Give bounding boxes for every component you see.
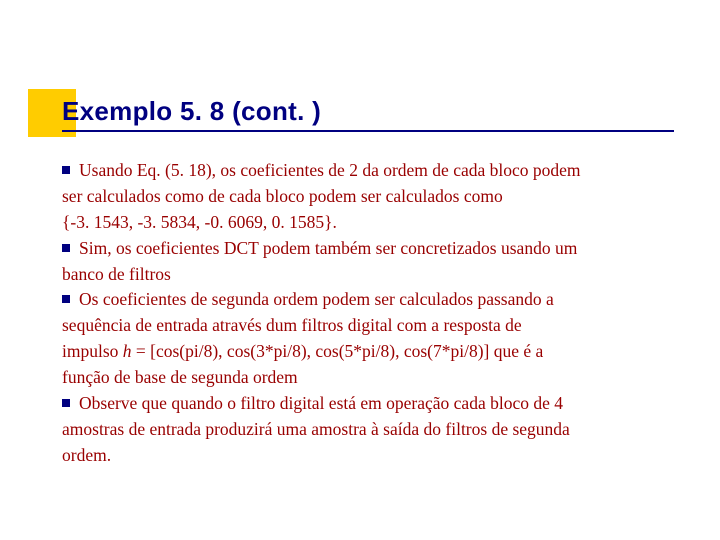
square-bullet-icon [62,166,70,174]
italic-variable: h [123,341,132,361]
text-line: função de base de segunda ordem [62,365,682,391]
square-bullet-icon [62,295,70,303]
text-line: ordem. [62,443,682,469]
text-line: impulso h = [cos(pi/8), cos(3*pi/8), cos… [62,339,682,365]
bullet-item: Sim, os coeficientes DCT podem também se… [62,236,682,262]
square-bullet-icon [62,244,70,252]
bullet-item: Observe que quando o filtro digital está… [62,391,682,417]
text-line: {-3. 1543, -3. 5834, -0. 6069, 0. 1585}. [62,210,682,236]
text-line: ser calculados como de cada bloco podem … [62,184,682,210]
text-line: banco de filtros [62,262,682,288]
bullet-text: Observe que quando o filtro digital está… [79,391,682,417]
bullet-item: Os coeficientes de segunda ordem podem s… [62,287,682,313]
bullet-item: Usando Eq. (5. 18), os coeficientes de 2… [62,158,682,184]
bullet-text: Os coeficientes de segunda ordem podem s… [79,287,682,313]
bullet-text: Usando Eq. (5. 18), os coeficientes de 2… [79,158,682,184]
body-text: Usando Eq. (5. 18), os coeficientes de 2… [62,158,682,469]
slide-content: Exemplo 5. 8 (cont. ) Usando Eq. (5. 18)… [62,96,682,469]
text-line: amostras de entrada produzirá uma amostr… [62,417,682,443]
bullet-text: Sim, os coeficientes DCT podem também se… [79,236,682,262]
title-underline [62,130,674,132]
square-bullet-icon [62,399,70,407]
slide-title: Exemplo 5. 8 (cont. ) [62,96,682,127]
text-line: sequência de entrada através dum filtros… [62,313,682,339]
